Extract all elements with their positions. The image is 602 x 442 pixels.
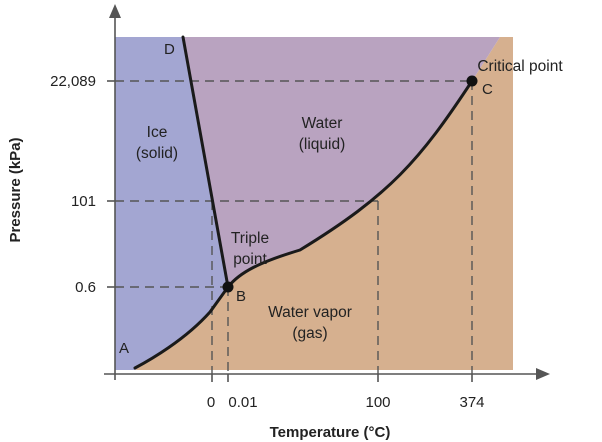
y-axis-title: Pressure (kPa) bbox=[7, 137, 24, 242]
axes bbox=[104, 14, 540, 382]
triple-point-marker bbox=[222, 281, 234, 293]
melting-curve bbox=[181, 35, 230, 289]
x-axis-arrowhead bbox=[536, 368, 550, 380]
liquid-region bbox=[183, 37, 500, 287]
y-tick-label-22089: 22,089 bbox=[50, 73, 96, 90]
water-liquid-label: (liquid) bbox=[299, 136, 346, 153]
x-axis-title: Temperature (°C) bbox=[270, 424, 391, 441]
x-tick-label-374: 374 bbox=[459, 394, 484, 411]
triple-point-label-line2: point bbox=[233, 251, 267, 268]
vapor-label: Water vapor bbox=[268, 304, 352, 321]
water-label: Water bbox=[302, 115, 343, 132]
ice-solid-label: (solid) bbox=[136, 145, 178, 162]
vaporization-curve bbox=[226, 79, 474, 289]
critical-point-marker bbox=[466, 75, 478, 87]
x-tick-label-100: 100 bbox=[365, 394, 390, 411]
point-d-label: D bbox=[164, 41, 175, 58]
point-c-label: C bbox=[482, 81, 493, 98]
point-a-label: A bbox=[119, 340, 129, 357]
point-b-label: B bbox=[236, 288, 246, 305]
triple-point-label-line1: Triple bbox=[231, 230, 269, 247]
phase-boundaries bbox=[133, 35, 474, 370]
solid-region bbox=[115, 37, 228, 370]
critical-point-label: Critical point bbox=[477, 58, 563, 75]
y-tick-label-0-6: 0.6 bbox=[75, 279, 96, 296]
y-tick-label-101: 101 bbox=[71, 193, 96, 210]
vapor-gas-label: (gas) bbox=[292, 325, 327, 342]
ice-label: Ice bbox=[147, 124, 168, 141]
x-tick-label-0: 0 bbox=[207, 394, 215, 411]
y-axis-arrowhead bbox=[109, 4, 121, 18]
sublimation-curve bbox=[133, 285, 230, 370]
x-tick-label-0-01: 0.01 bbox=[228, 394, 257, 411]
guide-lines bbox=[115, 80, 473, 374]
